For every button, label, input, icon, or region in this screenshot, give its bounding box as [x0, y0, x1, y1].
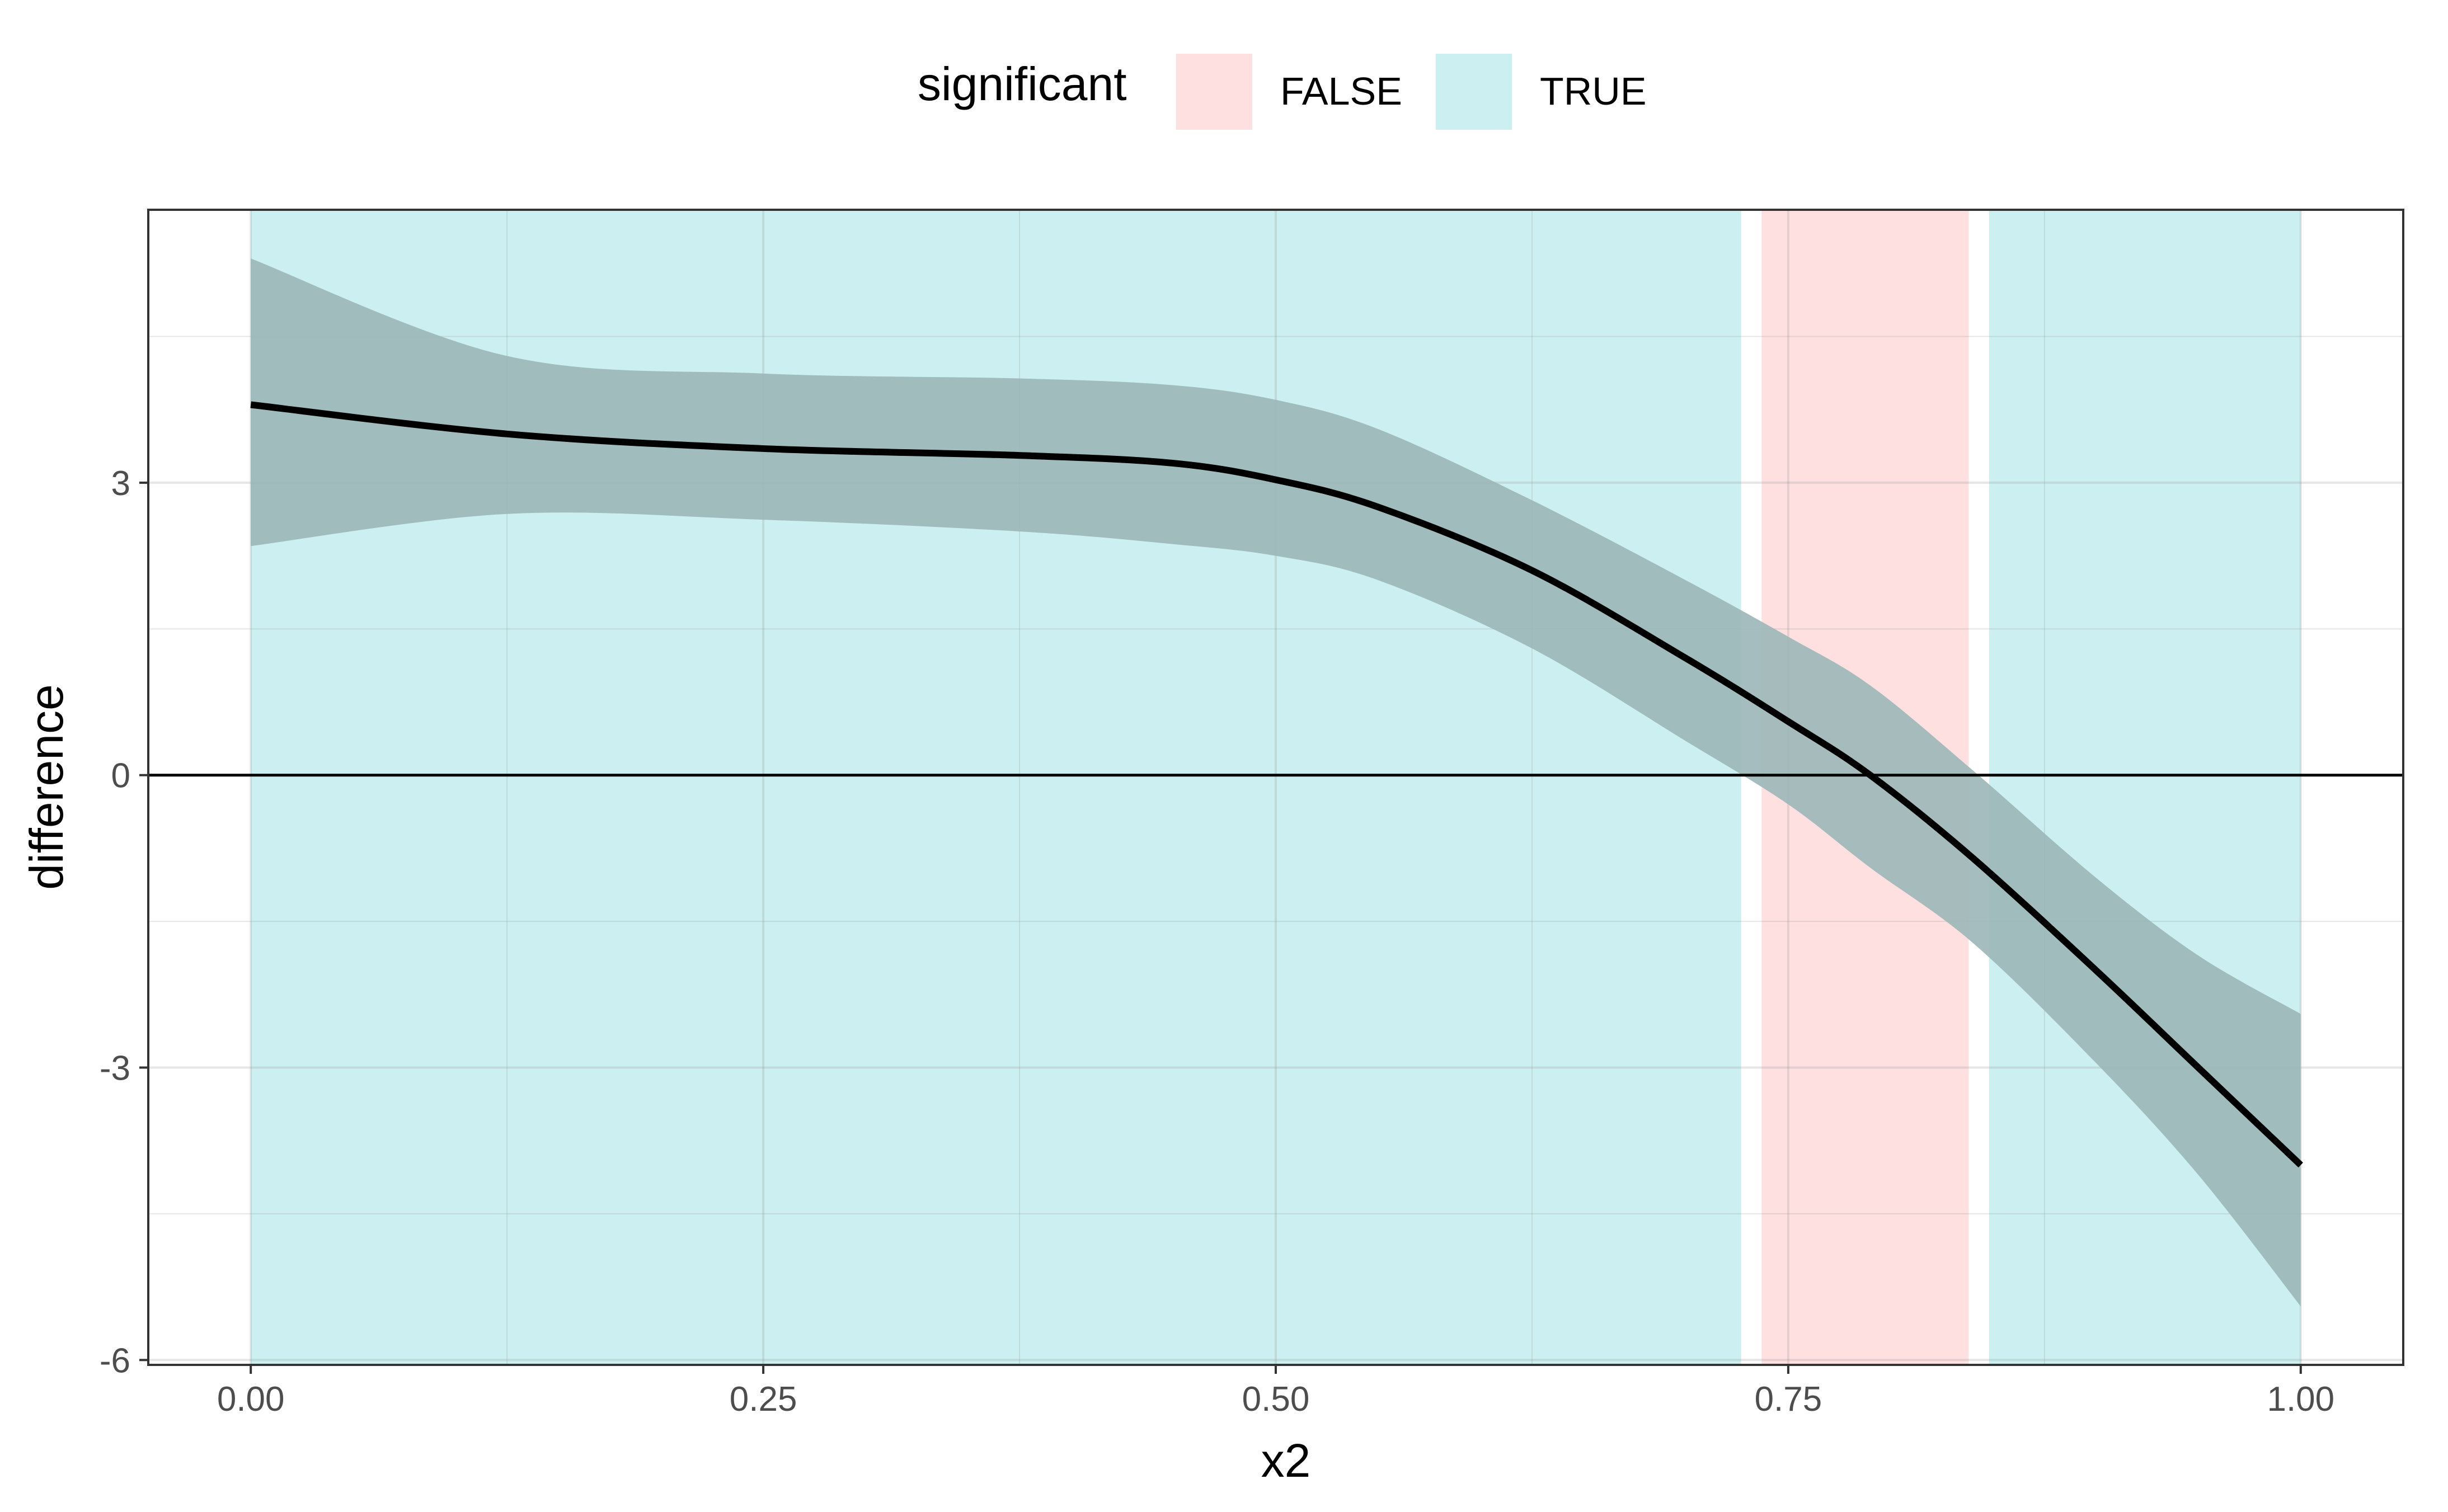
legend-label-false: FALSE: [1280, 69, 1402, 113]
legend-label-true: TRUE: [1540, 69, 1647, 113]
estimate-line: [250, 401, 2303, 1168]
y-tick-label: 0: [111, 757, 130, 795]
legend-title: significant: [918, 58, 1127, 110]
x-tick-label: 0.00: [217, 1380, 285, 1419]
x-tick-label: 1.00: [2267, 1380, 2334, 1419]
x-axis-ticks: 0.00 0.25 0.50 0.75 1.00: [217, 1365, 2334, 1419]
legend-key-true: [1436, 54, 1512, 130]
y-axis-ticks: -6 -3 0 3: [100, 464, 148, 1380]
y-tick-label: 3: [111, 464, 130, 503]
estimate-curve-group: [250, 401, 2303, 1168]
y-tick-label: -3: [100, 1049, 130, 1088]
x-tick-label: 0.50: [1242, 1380, 1310, 1419]
legend: significant FALSE TRUE: [0, 0, 2448, 168]
x-tick-label: 0.75: [1755, 1380, 1822, 1419]
y-tick-label: -6: [100, 1341, 130, 1380]
legend-key-false: [1176, 54, 1252, 130]
y-axis-title: difference: [20, 684, 73, 889]
confidence-band: [251, 258, 2301, 1307]
confidence-band-group: [251, 258, 2301, 1307]
x-tick-label: 0.25: [730, 1380, 797, 1419]
x-axis-title: x2: [1261, 1434, 1311, 1487]
